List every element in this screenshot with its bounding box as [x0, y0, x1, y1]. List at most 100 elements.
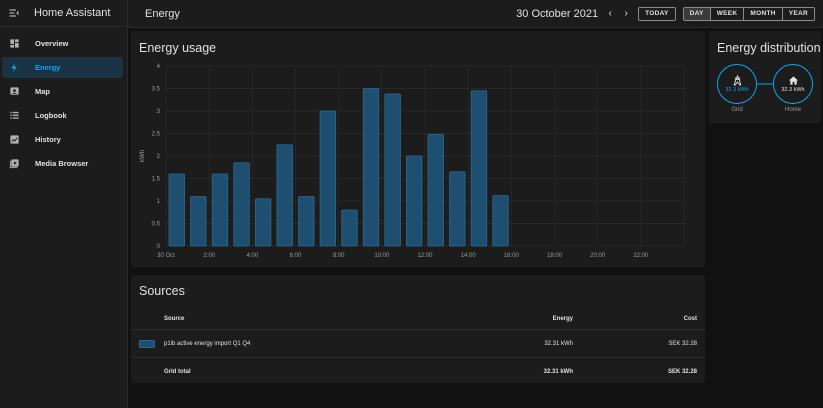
- x-tick-label: 10:00: [374, 253, 390, 259]
- sources-table: Source Energy Cost p1ib active energy im…: [131, 309, 705, 385]
- chart-bar: [449, 171, 466, 247]
- chart-bar: [276, 144, 293, 247]
- chart-bar: [233, 162, 250, 247]
- period-week-button[interactable]: WEEK: [711, 7, 745, 20]
- energy-distribution-title: Energy distribution: [717, 41, 821, 55]
- chart-bar: [427, 134, 444, 247]
- column-header-cost: Cost: [683, 316, 697, 322]
- x-tick-label: 18:00: [547, 253, 563, 259]
- chart-bar: [362, 88, 380, 247]
- x-tick-label: 8:00: [333, 253, 345, 259]
- sidebar-item-label: Logbook: [35, 111, 67, 120]
- home-node[interactable]: 32.3 kWh: [773, 64, 813, 104]
- x-tick-label: 16:00: [504, 253, 520, 259]
- chart-bar: [211, 173, 229, 247]
- sidebar-item-media-browser[interactable]: Media Browser: [2, 153, 123, 174]
- chart-bar: [470, 90, 488, 247]
- y-tick-label: 0: [157, 244, 161, 250]
- energy-usage-chart: 0 0.5 1 1.5 2 2.5 3 3.5 4 30 Oct 2:00 4:00 6:00 8:00 1…: [140, 64, 685, 259]
- page-title: Energy: [145, 7, 180, 20]
- dashboard-icon: [8, 38, 20, 50]
- table-total-row: Grid total 32.31 kWh SEK 32.28: [131, 357, 705, 385]
- chart-bar: [168, 173, 185, 247]
- y-axis-label: kWh: [140, 150, 146, 162]
- total-label: Grid total: [164, 368, 191, 375]
- y-tick-label: 3.5: [152, 87, 161, 93]
- period-year-button[interactable]: YEAR: [788, 10, 808, 17]
- distribution-flow-line: [757, 83, 773, 85]
- sources-card: Sources Source Energy Cost p1ib active e…: [131, 275, 705, 383]
- energy-usage-title: Energy usage: [139, 41, 217, 55]
- chart-bar: [319, 110, 337, 247]
- previous-period-button[interactable]: ‹: [608, 8, 612, 19]
- sidebar-item-label: Energy: [35, 63, 61, 72]
- period-day-button[interactable]: DAY: [683, 7, 711, 20]
- transmission-tower-icon: [733, 75, 741, 86]
- x-tick-label: 20:00: [590, 253, 606, 259]
- x-tick-label: 14:00: [461, 253, 477, 259]
- total-energy: 32.31 kWh: [543, 368, 573, 375]
- x-tick-label: 4:00: [246, 253, 258, 259]
- sidebar-item-logbook[interactable]: Logbook: [2, 105, 123, 126]
- table-header-row: Source Energy Cost: [131, 309, 705, 329]
- current-date: 30 October 2021: [516, 7, 599, 20]
- sidebar-item-overview[interactable]: Overview: [2, 33, 123, 54]
- table-row: p1ib active energy import Q1 Q4 32.31 kW…: [131, 329, 705, 357]
- energy-usage-card: 0 0.5 1 1.5 2 2.5 3 3.5 4 30 Oct 2:00 4:00 6:00 8:00 1…: [131, 31, 705, 267]
- energy-distribution-card: Energy distribution 32.3 kWh Grid 32.3 k…: [709, 31, 821, 123]
- x-tick-label: 22:00: [633, 253, 649, 259]
- top-app-bar: Energy 30 October 2021 ‹ › TODAY DAY WEE…: [128, 0, 823, 28]
- column-header-energy: Energy: [552, 316, 573, 322]
- sidebar-item-history[interactable]: History: [2, 129, 123, 150]
- source-name: p1ib active energy import Q1 Q4: [164, 340, 251, 347]
- source-energy: 32.31 kWh: [544, 340, 573, 347]
- next-period-button[interactable]: ›: [624, 8, 628, 19]
- source-color-swatch: [139, 339, 155, 348]
- chart-bar: [341, 209, 358, 247]
- y-tick-label: 2.5: [152, 132, 161, 138]
- period-selector: DAY WEEK MONTH YEAR: [682, 6, 815, 21]
- sidebar-item-label: Overview: [35, 39, 69, 48]
- sidebar-item-label: History: [35, 135, 61, 144]
- y-tick-label: 2: [157, 154, 161, 160]
- x-tick-label: 12:00: [417, 253, 433, 259]
- home-node-value: 32.3 kWh: [781, 87, 805, 93]
- total-cost: SEK 32.28: [667, 368, 697, 375]
- grid-node[interactable]: 32.3 kWh: [717, 64, 757, 104]
- sidebar-nav: Overview Energy Map Logbook History: [0, 27, 127, 174]
- map-icon: [8, 86, 20, 98]
- sidebar: Home Assistant Overview Energy Map Logbo…: [0, 0, 128, 408]
- x-tick-label: 2:00: [203, 253, 215, 259]
- logbook-icon: [8, 110, 20, 122]
- lightning-icon: [8, 62, 20, 74]
- home-icon: [788, 76, 798, 85]
- app-title: Home Assistant: [34, 7, 111, 19]
- y-tick-label: 1: [157, 199, 161, 205]
- chart-bar: [254, 198, 272, 247]
- grid-node-value: 32.3 kWh: [725, 87, 749, 93]
- sidebar-header: Home Assistant: [0, 0, 127, 27]
- column-header-source: Source: [164, 316, 185, 322]
- chart-bar: [298, 196, 315, 247]
- sources-title: Sources: [139, 284, 185, 298]
- y-tick-label: 3: [157, 109, 161, 115]
- today-button[interactable]: TODAY: [638, 6, 676, 21]
- menu-open-icon[interactable]: [8, 7, 20, 19]
- sidebar-item-map[interactable]: Map: [2, 81, 123, 102]
- x-tick-label: 6:00: [290, 253, 302, 259]
- period-month-button[interactable]: MONTH: [744, 7, 783, 20]
- chart-bar: [384, 93, 401, 247]
- y-tick-label: 0.5: [152, 222, 161, 228]
- chart-bar: [406, 155, 423, 247]
- date-picker-bar: 30 October 2021 ‹ › TODAY DAY WEEK MONTH…: [516, 6, 815, 21]
- y-tick-label: 4: [157, 64, 161, 70]
- chart-bar: [492, 195, 509, 247]
- history-icon: [8, 134, 20, 146]
- y-tick-label: 1.5: [152, 177, 161, 183]
- grid-node-label: Grid: [731, 107, 743, 113]
- x-tick-label: 30 Oct: [157, 253, 175, 259]
- sidebar-item-energy[interactable]: Energy: [2, 57, 123, 78]
- sidebar-item-label: Media Browser: [35, 159, 89, 168]
- chart-bar: [190, 196, 207, 247]
- sidebar-item-label: Map: [35, 87, 50, 96]
